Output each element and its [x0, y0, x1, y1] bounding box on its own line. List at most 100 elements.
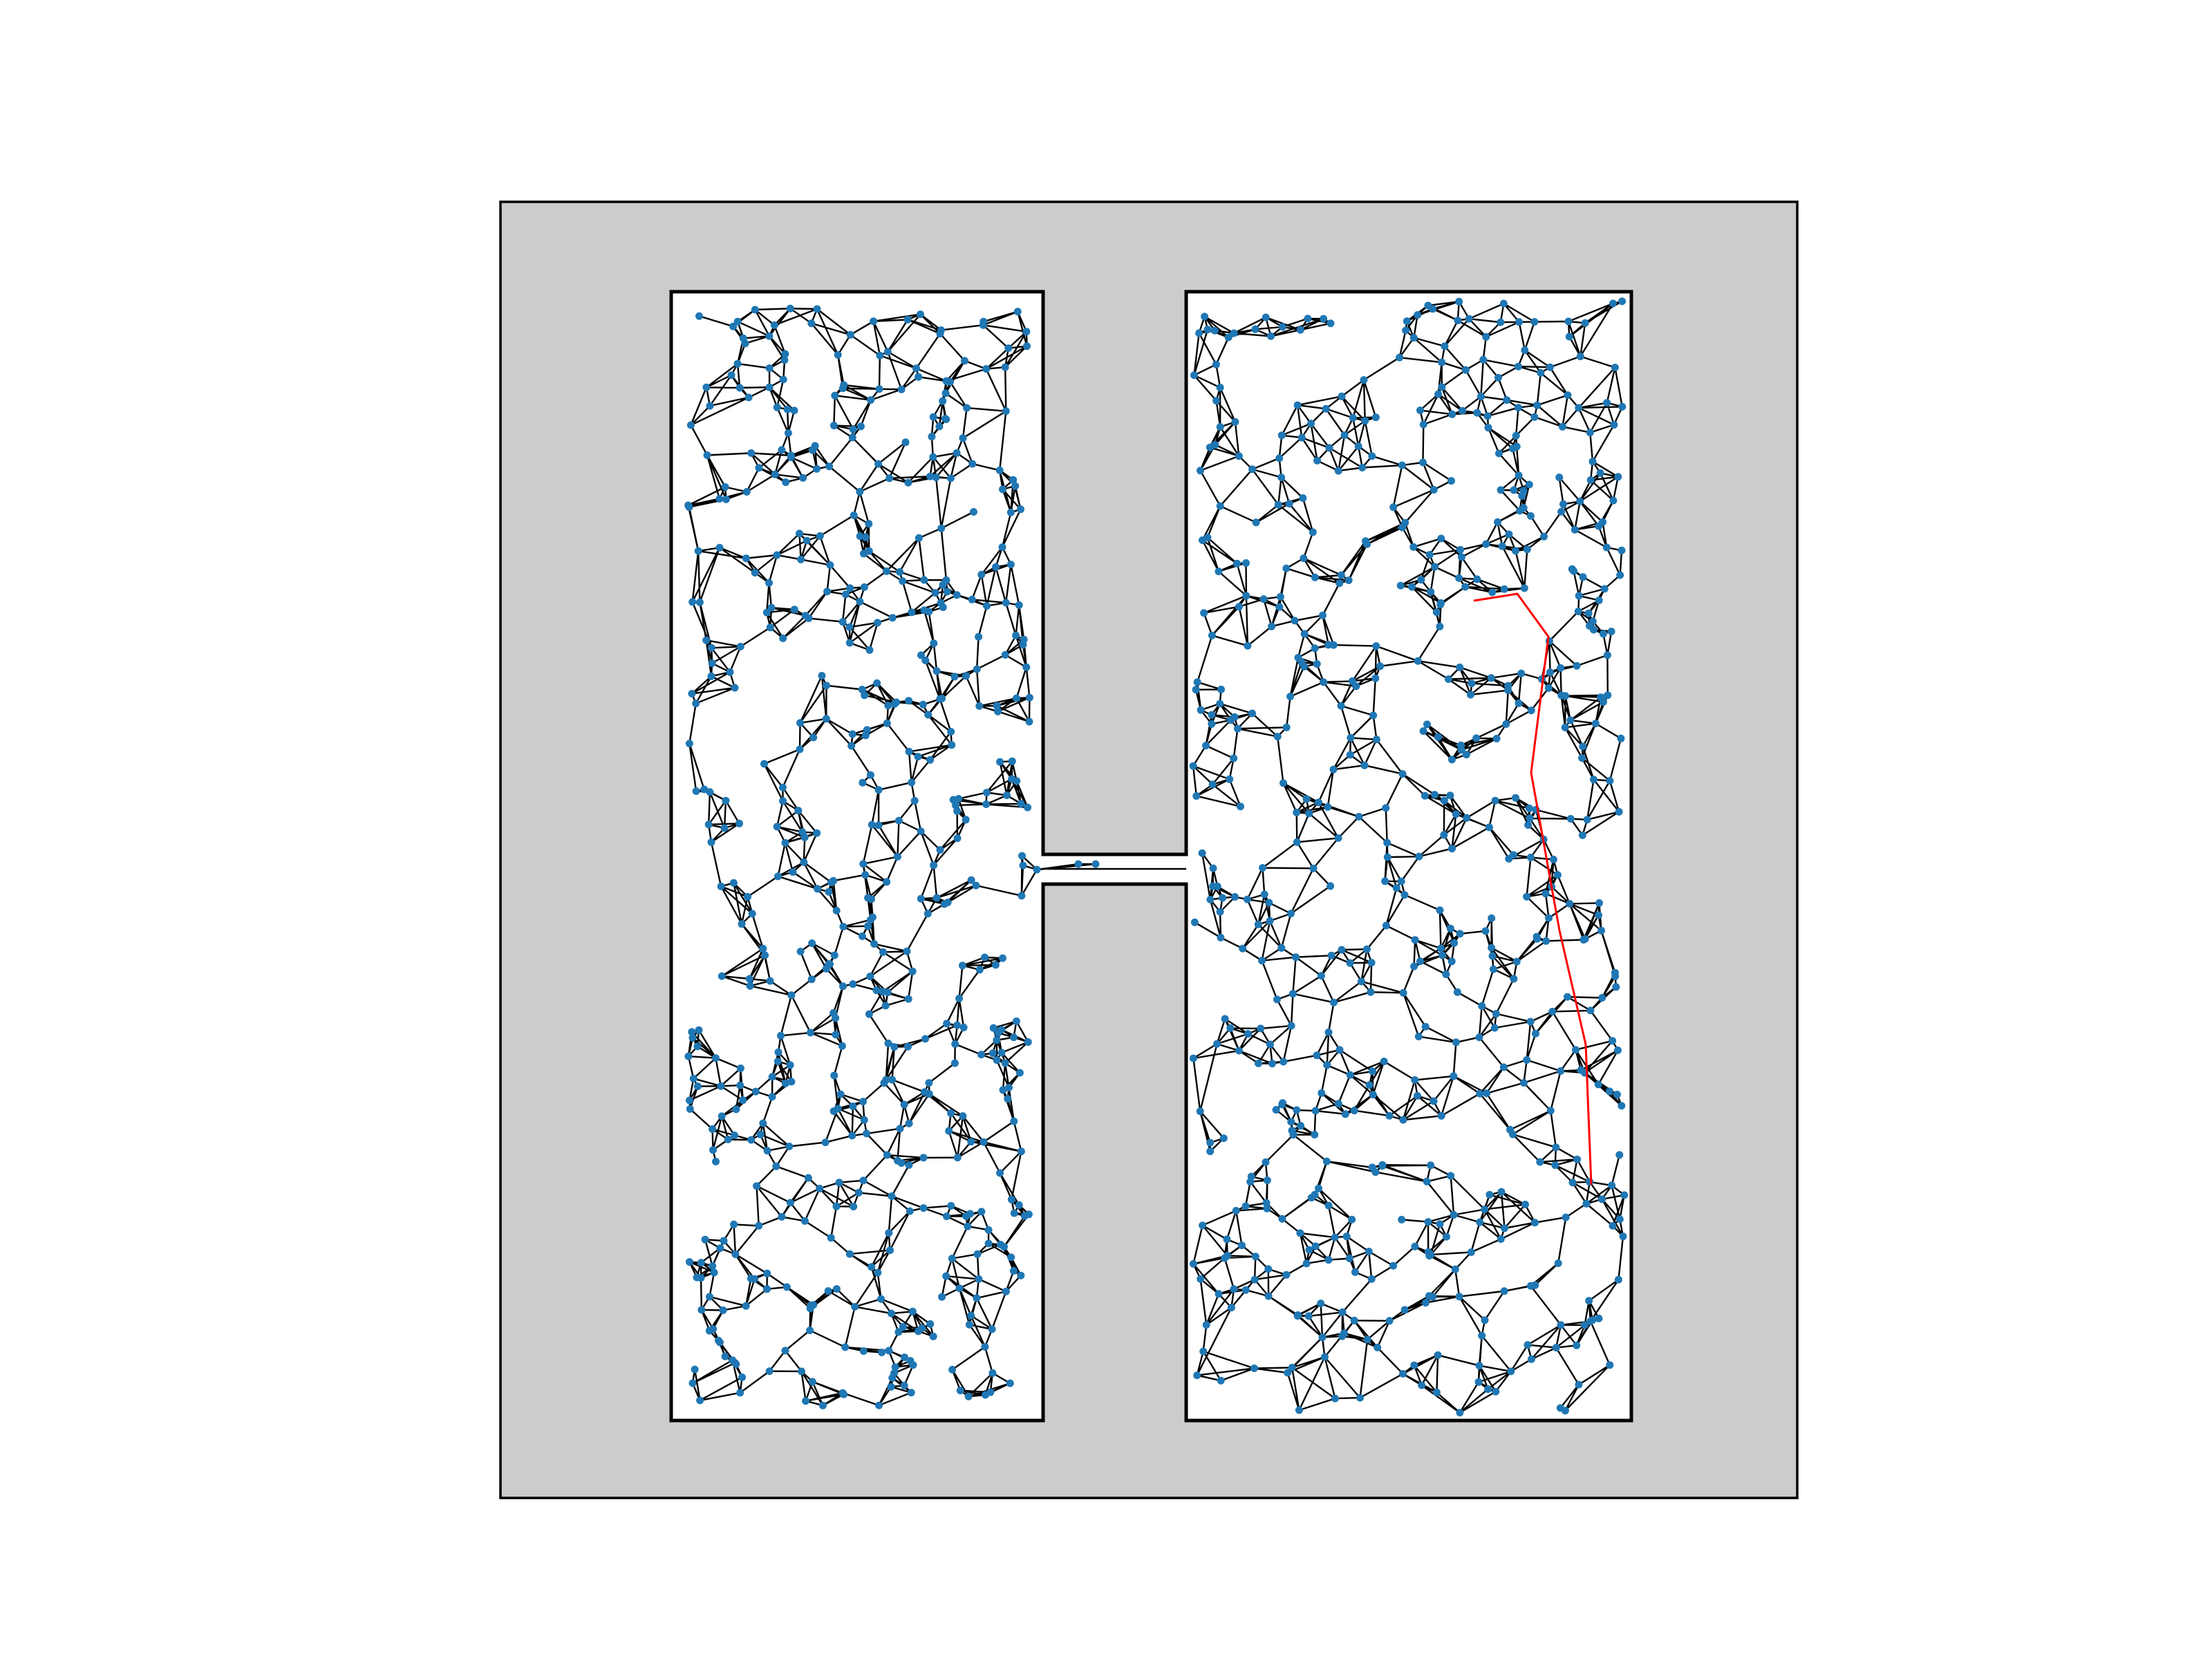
node: [1448, 410, 1456, 418]
node: [1526, 1018, 1535, 1026]
node: [1476, 1089, 1484, 1098]
node: [965, 1320, 973, 1329]
node: [1250, 1365, 1258, 1372]
node: [1015, 601, 1023, 609]
node: [1389, 1262, 1398, 1270]
node: [774, 1048, 782, 1056]
node: [1461, 366, 1470, 374]
node: [816, 532, 824, 540]
node: [926, 756, 935, 764]
node: [872, 986, 881, 995]
node: [1588, 458, 1597, 466]
node: [1487, 674, 1495, 682]
node: [1540, 532, 1548, 541]
node: [877, 1295, 885, 1303]
node: [1482, 540, 1490, 548]
node: [1217, 1376, 1225, 1385]
node: [1216, 908, 1224, 916]
node: [972, 881, 980, 890]
node: [1199, 1347, 1208, 1356]
node: [1385, 1317, 1394, 1325]
node: [1523, 1056, 1531, 1064]
node: [830, 422, 838, 430]
node: [983, 602, 991, 610]
node: [1288, 1363, 1296, 1371]
node: [729, 322, 738, 330]
node: [859, 778, 867, 787]
node: [1293, 808, 1301, 816]
node: [1297, 658, 1306, 666]
node: [722, 796, 730, 805]
node: [979, 321, 987, 329]
node: [959, 1112, 967, 1120]
node: [701, 1235, 709, 1244]
node: [858, 686, 866, 693]
node: [796, 745, 804, 753]
node: [1494, 373, 1502, 382]
node: [706, 788, 714, 796]
node: [959, 434, 967, 442]
node: [999, 1086, 1007, 1094]
node: [1436, 906, 1444, 915]
node: [1573, 662, 1581, 670]
node: [995, 466, 1004, 474]
node: [1282, 1271, 1291, 1279]
node: [797, 555, 805, 563]
node: [1396, 353, 1404, 362]
node: [712, 1157, 720, 1165]
node: [826, 561, 834, 569]
node: [1257, 1024, 1265, 1033]
node: [1566, 815, 1575, 823]
node: [1434, 733, 1442, 741]
node: [1275, 603, 1284, 611]
node: [854, 1188, 863, 1197]
node: [816, 1184, 824, 1192]
node: [859, 1347, 868, 1355]
node: [1374, 1343, 1382, 1351]
node: [686, 1105, 694, 1113]
node: [1437, 534, 1445, 543]
node: [1324, 1256, 1333, 1264]
node: [1611, 364, 1619, 372]
node: [806, 1304, 814, 1313]
node: [890, 1043, 899, 1051]
node: [718, 972, 726, 980]
node: [1018, 852, 1026, 860]
node: [1022, 328, 1031, 336]
node: [1443, 1232, 1450, 1241]
node: [1226, 775, 1234, 783]
node: [787, 991, 796, 1000]
node: [729, 1356, 737, 1365]
node: [1208, 631, 1216, 639]
node: [1227, 1304, 1235, 1312]
node: [977, 1208, 986, 1216]
node: [1441, 342, 1449, 350]
node: [1481, 1206, 1489, 1213]
node: [1473, 575, 1481, 583]
node: [827, 1234, 835, 1242]
node: [1454, 317, 1462, 325]
node: [1606, 1361, 1614, 1369]
node: [1338, 392, 1346, 400]
node: [1331, 1233, 1339, 1241]
node: [1224, 333, 1232, 341]
node: [903, 1042, 912, 1051]
node: [1335, 1046, 1344, 1054]
node: [868, 895, 875, 903]
node: [1576, 497, 1584, 505]
node: [686, 421, 695, 429]
node: [1453, 988, 1461, 996]
node: [963, 404, 971, 412]
node: [1609, 1221, 1617, 1230]
node: [777, 1031, 785, 1040]
node: [981, 953, 988, 962]
node: [831, 391, 839, 400]
node: [1415, 852, 1423, 861]
node: [866, 771, 874, 779]
node: [1012, 1017, 1020, 1025]
node: [873, 679, 881, 687]
node: [1273, 995, 1281, 1004]
node: [1197, 1275, 1205, 1283]
node: [1553, 871, 1562, 879]
node: [919, 1154, 928, 1162]
